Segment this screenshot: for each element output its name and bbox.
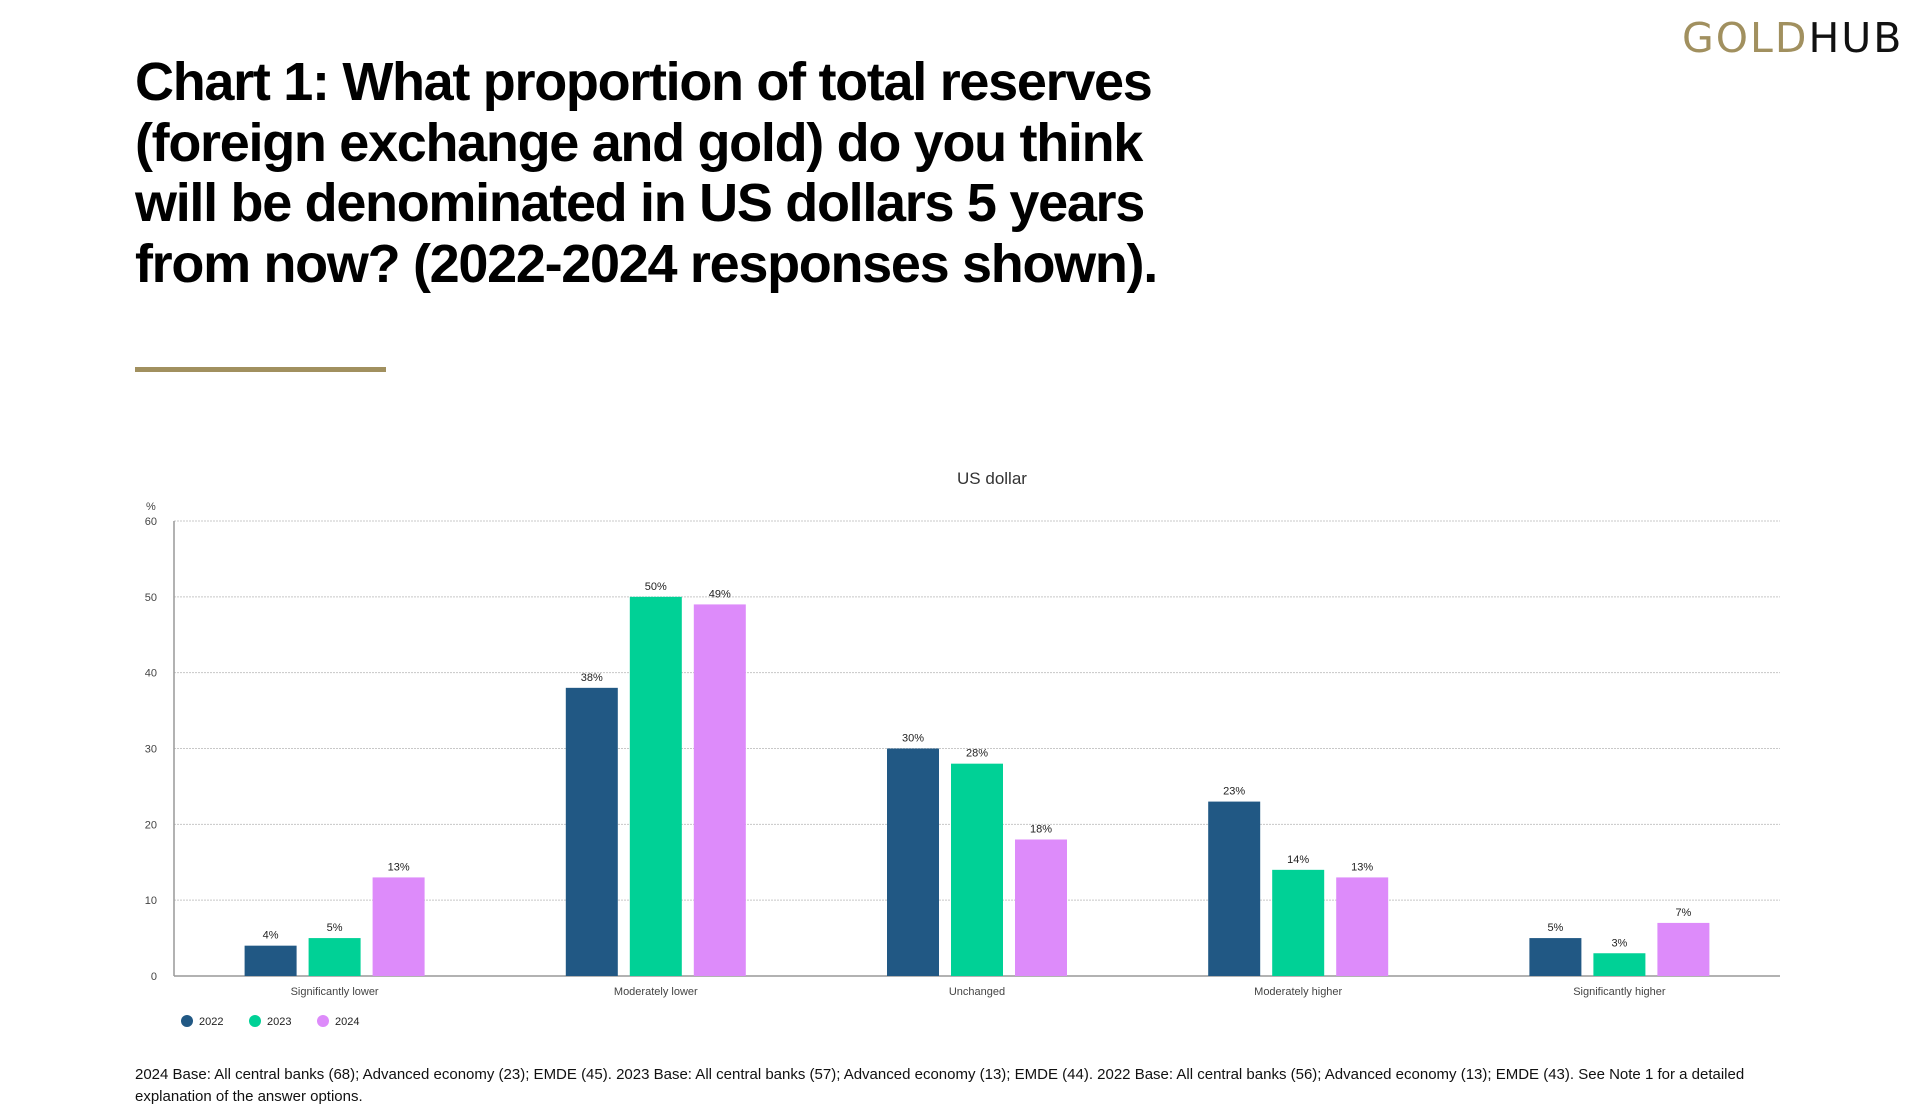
data-label: 13% (1351, 861, 1373, 873)
bar-2023-significantly-higher (1593, 953, 1646, 976)
goldhub-logo: GOLDHUB (1682, 14, 1903, 62)
data-label: 23% (1223, 786, 1245, 798)
y-tick-label: 40 (145, 668, 157, 680)
bar-2023-unchanged (951, 763, 1003, 976)
bar-2022-moderately-lower (565, 687, 618, 976)
bar-2022-unchanged (887, 748, 939, 976)
bar-chart: US dollar% 0 10 20 30 40 50 60 4% 5% 13% Significan… (145, 469, 1780, 1028)
bar-2022-moderately-higher (1208, 801, 1261, 976)
y-tick-label: 30 (145, 744, 157, 756)
data-label: 28% (966, 748, 988, 760)
data-label: 13% (388, 861, 410, 873)
bar-2024-moderately-lower (693, 604, 746, 976)
y-tick-label: 20 (145, 819, 157, 831)
legend-label-2023: 2023 (267, 1016, 291, 1028)
bar-2024-unchanged (1015, 839, 1067, 976)
data-label: 4% (263, 930, 279, 942)
x-tick-label: Unchanged (949, 986, 1005, 998)
bar-2023-moderately-higher (1272, 869, 1325, 976)
bar-2023-significantly-lower (308, 938, 361, 976)
bar-2022-significantly-lower (244, 945, 297, 976)
y-tick-label: 50 (145, 592, 157, 604)
y-axis-unit-label: % (146, 501, 156, 513)
legend-marker-2023 (249, 1015, 261, 1027)
bar-2023-moderately-lower (629, 596, 682, 976)
chart-title: US dollar (957, 469, 1027, 488)
data-label: 30% (902, 733, 924, 745)
data-label: 49% (709, 588, 731, 600)
legend-marker-2024 (317, 1015, 329, 1027)
bar-2022-significantly-higher (1529, 938, 1582, 976)
data-label: 5% (1547, 922, 1563, 934)
legend-label-2024: 2024 (335, 1016, 359, 1028)
legend-marker-2022 (181, 1015, 193, 1027)
logo-gold-text: GOLD (1682, 14, 1809, 62)
y-tick-label: 10 (145, 895, 157, 907)
data-label: 14% (1287, 854, 1309, 866)
data-label: 18% (1030, 824, 1052, 836)
data-label: 38% (581, 672, 603, 684)
data-label: 3% (1611, 937, 1627, 949)
bar-2024-moderately-higher (1336, 877, 1389, 976)
data-label: 50% (645, 581, 667, 593)
x-tick-label: Moderately higher (1254, 986, 1342, 998)
chart-heading: Chart 1: What proportion of total reserv… (135, 52, 1158, 294)
footnote: 2024 Base: All central banks (68); Advan… (135, 1066, 1745, 1105)
bar-2024-significantly-lower (372, 877, 425, 976)
logo-hub-text: HUB (1808, 14, 1904, 62)
title-underline-divider (135, 367, 386, 372)
y-tick-label: 0 (151, 971, 157, 983)
bar-2024-significantly-higher (1657, 922, 1710, 976)
data-label: 5% (327, 922, 343, 934)
data-label: 7% (1675, 907, 1691, 919)
legend-label-2022: 2022 (199, 1016, 223, 1028)
x-tick-label: Significantly lower (291, 986, 379, 998)
x-tick-label: Moderately lower (614, 986, 698, 998)
x-tick-label: Significantly higher (1573, 986, 1666, 998)
y-tick-label: 60 (145, 516, 157, 528)
